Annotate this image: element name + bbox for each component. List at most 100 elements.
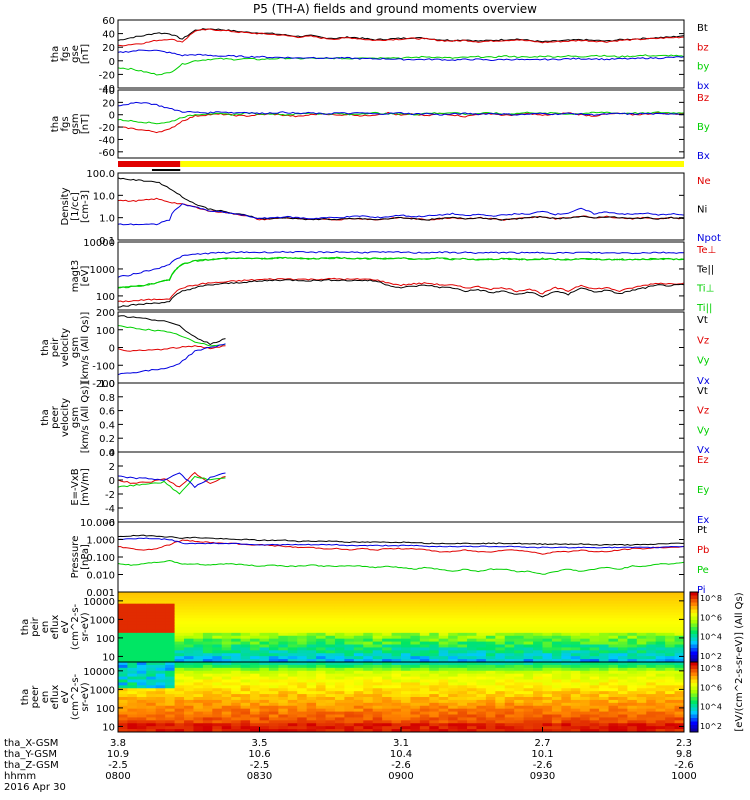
spectrogram-cell [561, 670, 572, 675]
spectrogram-cell [316, 615, 327, 619]
colorbar-tick-label: 10^2 [700, 722, 722, 731]
spectrogram-cell [184, 653, 194, 657]
spectrogram-cell [561, 597, 572, 602]
spectrogram-cell [174, 720, 185, 724]
spectrogram-cell [429, 656, 440, 660]
spectrogram-cell [523, 597, 534, 602]
spectrogram-cell [391, 594, 402, 599]
spectrogram-cell [504, 699, 515, 704]
spectrogram-cell [127, 670, 138, 675]
spectrogram-cell [476, 664, 487, 669]
spectrogram-cell [627, 697, 638, 701]
spectrogram-cell [533, 682, 543, 686]
spectrogram-cell [353, 603, 364, 608]
spectrogram-cell [165, 600, 176, 605]
spectrogram-cell [410, 694, 421, 698]
spectrogram-cell [419, 600, 430, 605]
y-tick-label: 10 [102, 722, 115, 733]
spectrogram-cell [316, 647, 327, 651]
spectrogram-cell [372, 618, 383, 622]
spectrogram-cell [476, 676, 487, 680]
spectrogram-cell [476, 720, 487, 724]
spectrogram-cell [136, 697, 147, 701]
spectrogram-cell [617, 729, 628, 733]
spectrogram-cell [344, 621, 355, 625]
spectrogram-cell [570, 650, 581, 654]
spectrogram-cell [127, 697, 138, 701]
spectrogram-cell [570, 717, 581, 721]
spectrogram-cell [457, 615, 468, 619]
spectrogram-cell [580, 618, 591, 622]
spectrogram-cell [570, 676, 581, 680]
spectrogram-cell [542, 691, 553, 695]
spectrogram-cell [514, 653, 525, 657]
spectrogram-cell [231, 723, 242, 727]
spectrogram-cell [438, 644, 449, 648]
series-fgs-gsm-0 [117, 111, 684, 134]
spectrogram-cell [287, 705, 298, 710]
spectrogram-cell [429, 697, 440, 701]
spectrogram-cell [523, 717, 534, 721]
spectrogram-cell [495, 627, 506, 631]
spectrogram-cell [259, 612, 270, 616]
spectrogram-cell [334, 627, 345, 631]
y-tick-label: 10000 [83, 238, 115, 249]
colorbar-cell [690, 711, 698, 715]
spectrogram-cell [306, 656, 317, 660]
spectrogram-cell [467, 708, 477, 713]
spectrogram-cell [127, 679, 138, 683]
spectrogram-cell [655, 714, 666, 718]
spectrogram-cell [580, 603, 591, 608]
spectrogram-cell [372, 597, 383, 602]
spectrogram-cell [146, 600, 157, 605]
spectrogram-cell [438, 670, 449, 675]
spectrogram-cell [617, 694, 628, 698]
spectrogram-cell [259, 729, 270, 733]
spectrogram-cell [419, 688, 430, 692]
spectrogram-cell [316, 711, 327, 715]
spectrogram-cell [646, 670, 657, 675]
colorbar-cell [690, 690, 698, 694]
spectrogram-cell [193, 726, 204, 730]
spectrogram-cell [287, 664, 298, 669]
spectrogram-cell [353, 682, 364, 686]
spectrogram-cell [674, 653, 685, 657]
spectrogram-cell [429, 659, 440, 663]
spectrogram-cell [429, 685, 440, 689]
y-axis-label: tha fgs gse [nT] [50, 44, 91, 64]
series-pressure-3 [117, 537, 685, 549]
spectrogram-cell [155, 673, 166, 678]
spectrogram-cell [599, 676, 610, 680]
spectrogram-cell [476, 592, 487, 596]
spectrogram-cell [363, 629, 374, 634]
spectrogram-cell [504, 592, 515, 596]
spectrogram-cell [212, 618, 223, 622]
spectrogram-cell [202, 594, 213, 599]
spectrogram-cell [589, 679, 600, 683]
spectrogram-cell [287, 691, 298, 695]
spectrogram-cell [146, 670, 157, 675]
spectrogram-cell [193, 603, 204, 608]
spectrogram-cell [646, 676, 657, 680]
spectrogram-cell [174, 656, 185, 660]
spectrogram-cell [240, 708, 251, 713]
spectrogram-cell [363, 615, 374, 619]
spectrogram-cell [353, 606, 364, 610]
spectrogram-cell [599, 615, 610, 619]
spectrogram-cell [438, 650, 449, 654]
spectrogram-cell [165, 650, 176, 654]
spectrogram-cell [316, 705, 327, 710]
spectrogram-cell [268, 656, 279, 660]
spectrogram-cell [118, 603, 128, 608]
spectrogram-cell [467, 664, 477, 669]
spectrogram-cell [250, 592, 260, 596]
spectrogram-cell [655, 621, 666, 625]
spectrogram-cell [438, 615, 449, 619]
spectrogram-cell [533, 667, 543, 672]
spectrogram-cell [551, 603, 562, 608]
spectrogram-cell [127, 691, 138, 695]
spectrogram-cell [476, 603, 487, 608]
spectrogram-cell [259, 627, 270, 631]
spectrogram-cell [221, 621, 232, 625]
